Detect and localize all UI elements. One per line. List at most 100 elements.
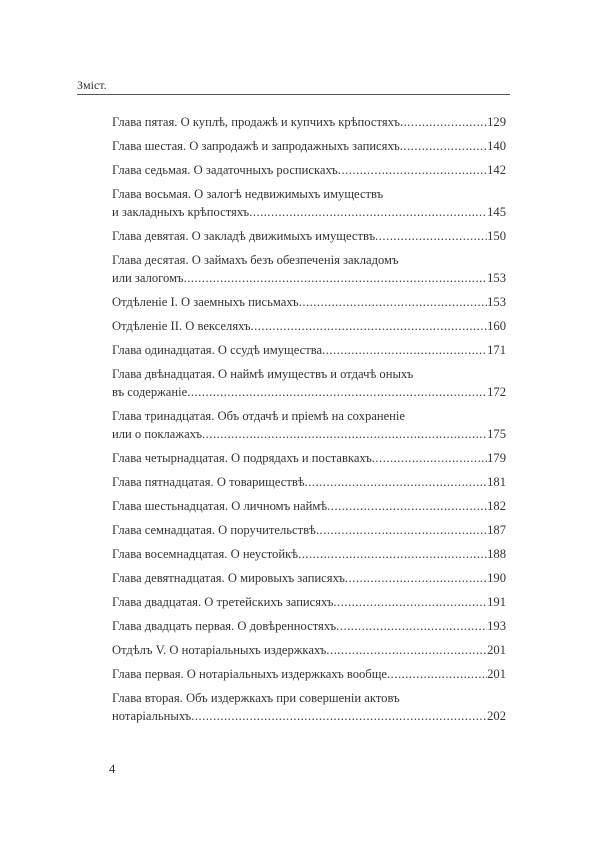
toc-entry-page: 202 xyxy=(487,709,506,723)
toc-entry-line: Глава вторая. Объ издержкахъ при соверше… xyxy=(112,689,506,707)
toc-entry[interactable]: Глава десятая. О займахъ безъ обезпечені… xyxy=(112,251,506,287)
toc-entry-line: Глава шестьнадцатая. О личномъ наймѣ 182 xyxy=(112,497,506,515)
dot-leader xyxy=(400,137,487,155)
toc-entry-title: Глава десятая. О займахъ безъ обезпечені… xyxy=(112,253,399,267)
dot-leader xyxy=(316,521,487,539)
toc-entry-line: Глава седьмая. О задаточныхъ роспискахъ 1… xyxy=(112,161,506,179)
toc-entry-line: Глава восьмая. О залогѣ недвижимыхъ имущ… xyxy=(112,185,506,203)
toc-entry-title: Глава восемнадцатая. О неустойкѣ xyxy=(112,547,299,561)
toc-entry-page: 140 xyxy=(487,139,506,153)
toc-entry-page: 193 xyxy=(487,619,506,633)
toc-entry-title: нотаріальныхъ xyxy=(112,709,192,723)
toc-entry-title: Глава восьмая. О залогѣ недвижимыхъ имущ… xyxy=(112,187,384,201)
toc-entry-title: Глава шестьнадцатая. О личномъ наймѣ xyxy=(112,499,328,513)
toc-entry-title: Глава девятая. О закладѣ движимыхъ имуще… xyxy=(112,229,376,243)
dot-leader xyxy=(322,341,487,359)
toc-entry[interactable]: Отдѣленіе II. О векселяхъ 160 xyxy=(112,317,506,335)
toc-entry[interactable]: Глава шестьнадцатая. О личномъ наймѣ 182 xyxy=(112,497,506,515)
toc-entry[interactable]: Глава двѣнадцатая. О наймѣ имуществъ и о… xyxy=(112,365,506,401)
dot-leader xyxy=(299,293,487,311)
toc-entry-line: Глава десятая. О займахъ безъ обезпечені… xyxy=(112,251,506,269)
toc-entry-title: Глава тринадцатая. Объ отдачѣ и пріемѣ н… xyxy=(112,409,405,423)
table-of-contents: Глава пятая. О куплѣ, продажѣ и купчихъ … xyxy=(112,113,506,731)
toc-entry-title: Глава двадцать первая. О довѣренностяхъ xyxy=(112,619,337,633)
header-rule xyxy=(77,94,510,95)
toc-entry-title: или о поклажахъ xyxy=(112,427,203,441)
toc-entry-title: Глава семнадцатая. О поручительствѣ xyxy=(112,523,316,537)
toc-entry-title: Глава двѣнадцатая. О наймѣ имуществъ и о… xyxy=(112,367,414,381)
toc-entry-line: Глава одинадцатая. О ссудѣ имущества 171 xyxy=(112,341,506,359)
toc-entry-line: и закладныхъ крѣпостяхъ 145 xyxy=(112,203,506,221)
dot-leader xyxy=(191,707,487,725)
toc-entry-page: 182 xyxy=(487,499,506,513)
dot-leader xyxy=(326,641,487,659)
toc-entry-line: Глава пятнадцатая. О товариществѣ 181 xyxy=(112,473,506,491)
toc-entry-title: Глава шестая. О запродажѣ и запродажныхъ… xyxy=(112,139,400,153)
toc-entry-title: Отдѣлъ V. О нотаріальныхъ издержкахъ xyxy=(112,643,327,657)
toc-entry[interactable]: Глава девятнадцатая. О мировыхъ записяхъ… xyxy=(112,569,506,587)
dot-leader xyxy=(338,161,487,179)
toc-entry-line: въ содержаніе 172 xyxy=(112,383,506,401)
dot-leader xyxy=(375,227,487,245)
dot-leader xyxy=(345,569,487,587)
toc-entry[interactable]: Глава седьмая. О задаточныхъ роспискахъ 1… xyxy=(112,161,506,179)
page-number: 4 xyxy=(109,762,116,776)
toc-entry-title: Глава девятнадцатая. О мировыхъ записяхъ xyxy=(112,571,345,585)
toc-entry-title: Глава пятая. О куплѣ, продажѣ и купчихъ … xyxy=(112,115,400,129)
toc-entry-line: или о поклажахъ 175 xyxy=(112,425,506,443)
toc-entry-page: 179 xyxy=(487,451,506,465)
toc-entry-line: Глава семнадцатая. О поручительствѣ 187 xyxy=(112,521,506,539)
dot-leader xyxy=(372,449,487,467)
toc-entry-page: 187 xyxy=(487,523,506,537)
toc-entry[interactable]: Глава вторая. Объ издержкахъ при соверше… xyxy=(112,689,506,725)
dot-leader xyxy=(202,425,487,443)
toc-entry-title: Глава двадцатая. О третейскихъ записяхъ xyxy=(112,595,334,609)
toc-entry[interactable]: Глава одинадцатая. О ссудѣ имущества 171 xyxy=(112,341,506,359)
toc-entry[interactable]: Глава первая. О нотаріальныхъ издержкахъ… xyxy=(112,665,506,683)
dot-leader xyxy=(187,383,487,401)
toc-entry[interactable]: Отдѣлъ V. О нотаріальныхъ издержкахъ 201 xyxy=(112,641,506,659)
dot-leader xyxy=(184,269,488,287)
toc-entry-title: Глава седьмая. О задаточныхъ роспискахъ xyxy=(112,163,338,177)
toc-entry-page: 175 xyxy=(487,427,506,441)
toc-entry-page: 129 xyxy=(487,115,506,129)
toc-entry-page: 153 xyxy=(487,295,506,309)
toc-entry-title: или залогомъ xyxy=(112,271,184,285)
toc-entry-line: Глава шестая. О запродажѣ и запродажныхъ… xyxy=(112,137,506,155)
toc-entry-page: 153 xyxy=(487,271,506,285)
toc-entry[interactable]: Глава двадцать первая. О довѣренностяхъ 1… xyxy=(112,617,506,635)
toc-entry-title: Глава пятнадцатая. О товариществѣ xyxy=(112,475,305,489)
toc-entry-line: Глава девятая. О закладѣ движимыхъ имуще… xyxy=(112,227,506,245)
toc-entry[interactable]: Глава двадцатая. О третейскихъ записяхъ 1… xyxy=(112,593,506,611)
toc-entry[interactable]: Глава пятнадцатая. О товариществѣ 181 xyxy=(112,473,506,491)
toc-entry-title: Отдѣленіе II. О векселяхъ xyxy=(112,319,251,333)
toc-entry[interactable]: Глава шестая. О запродажѣ и запродажныхъ… xyxy=(112,137,506,155)
toc-entry[interactable]: Глава восемнадцатая. О неустойкѣ 188 xyxy=(112,545,506,563)
toc-entry[interactable]: Отдѣленіе I. О заемныхъ письмахъ 153 xyxy=(112,293,506,311)
toc-entry-line: или залогомъ 153 xyxy=(112,269,506,287)
toc-entry[interactable]: Глава семнадцатая. О поручительствѣ 187 xyxy=(112,521,506,539)
toc-entry-line: Глава первая. О нотаріальныхъ издержкахъ… xyxy=(112,665,506,683)
toc-entry-line: Глава двадцатая. О третейскихъ записяхъ 1… xyxy=(112,593,506,611)
toc-entry-page: 188 xyxy=(487,547,506,561)
dot-leader xyxy=(298,545,487,563)
toc-entry[interactable]: Глава восьмая. О залогѣ недвижимыхъ имущ… xyxy=(112,185,506,221)
toc-entry-line: Глава двадцать первая. О довѣренностяхъ 1… xyxy=(112,617,506,635)
dot-leader xyxy=(327,497,487,515)
toc-entry[interactable]: Глава четырнадцатая. О подрядахъ и поста… xyxy=(112,449,506,467)
toc-entry-page: 172 xyxy=(487,385,506,399)
toc-entry-title: въ содержаніе xyxy=(112,385,188,399)
toc-entry-line: Глава восемнадцатая. О неустойкѣ 188 xyxy=(112,545,506,563)
toc-entry-line: Глава пятая. О куплѣ, продажѣ и купчихъ … xyxy=(112,113,506,131)
toc-entry-page: 145 xyxy=(487,205,506,219)
toc-entry-line: Отдѣленіе I. О заемныхъ письмахъ 153 xyxy=(112,293,506,311)
toc-entry[interactable]: Глава девятая. О закладѣ движимыхъ имуще… xyxy=(112,227,506,245)
toc-entry[interactable]: Глава пятая. О куплѣ, продажѣ и купчихъ … xyxy=(112,113,506,131)
toc-entry[interactable]: Глава тринадцатая. Объ отдачѣ и пріемѣ н… xyxy=(112,407,506,443)
toc-entry-title: Отдѣленіе I. О заемныхъ письмахъ xyxy=(112,295,299,309)
toc-entry-title: Глава четырнадцатая. О подрядахъ и поста… xyxy=(112,451,372,465)
dot-leader xyxy=(336,617,487,635)
toc-entry-line: Глава четырнадцатая. О подрядахъ и поста… xyxy=(112,449,506,467)
toc-entry-page: 190 xyxy=(487,571,506,585)
toc-entry-page: 191 xyxy=(487,595,506,609)
